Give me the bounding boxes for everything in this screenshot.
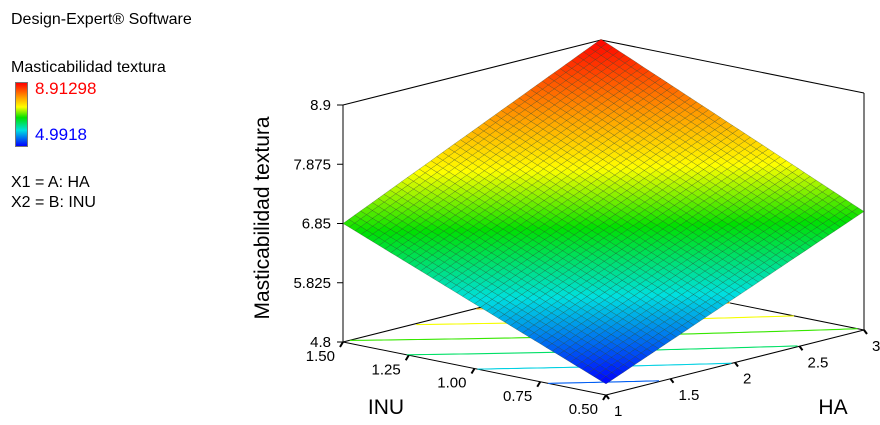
color-legend-bar [15,82,28,147]
software-title: Design-Expert® Software [11,11,192,28]
y-tick-mark [404,354,410,361]
axis-line-3 [342,39,602,106]
x-tick-label: 1 [614,403,622,420]
y-tick-label: 0.75 [503,388,532,405]
legend-high-value: 8.91298 [35,79,97,98]
y-tick-label: 1.25 [372,361,401,378]
z-tick-label: 6.85 [302,216,331,233]
legend-title: Masticabilidad textura [11,59,166,76]
axis-line-4 [600,39,865,94]
y-tick-label: 0.50 [569,401,598,418]
x-tick-mark [863,329,868,335]
x-tick-mark [605,394,610,400]
x-tick-mark [734,361,739,368]
z-axis-title: Masticabilidad textura [251,116,274,319]
z-tick-label: 8.9 [310,97,331,114]
surface-cell [594,38,608,48]
x-tick-label: 1.5 [679,387,700,404]
x-tick-mark [798,345,804,351]
x-axis-title: HA [818,396,847,419]
y-tick-mark [339,341,344,348]
y-tick-label: 1.00 [437,375,466,392]
x-tick-label: 3 [872,338,880,355]
y-tick-mark [470,367,476,375]
x-tick-label: 2 [743,371,751,388]
z-tick-label: 7.875 [293,156,331,173]
factor-x2-label: X2 = B: INU [11,194,96,211]
z-tick-label: 5.825 [293,275,331,292]
x-tick-mark [669,378,675,384]
legend-low-value: 4.9918 [35,125,87,144]
response-surface [342,38,865,385]
factor-x1-label: X1 = A: HA [11,174,90,191]
y-axis-title: INU [368,396,404,419]
left-info-panel: Design-Expert® Software Masticabilidad t… [0,0,240,425]
y-tick-mark [536,381,542,388]
z-tick-label: 4.8 [310,334,331,351]
axis-ticks: 4.8 5.825 6.85 7.875 8.9 0.50 0.75 1.00 1.25 1.50… [293,97,880,420]
y-tick-label: 1.50 [306,348,335,365]
x-tick-label: 2.5 [808,354,829,371]
